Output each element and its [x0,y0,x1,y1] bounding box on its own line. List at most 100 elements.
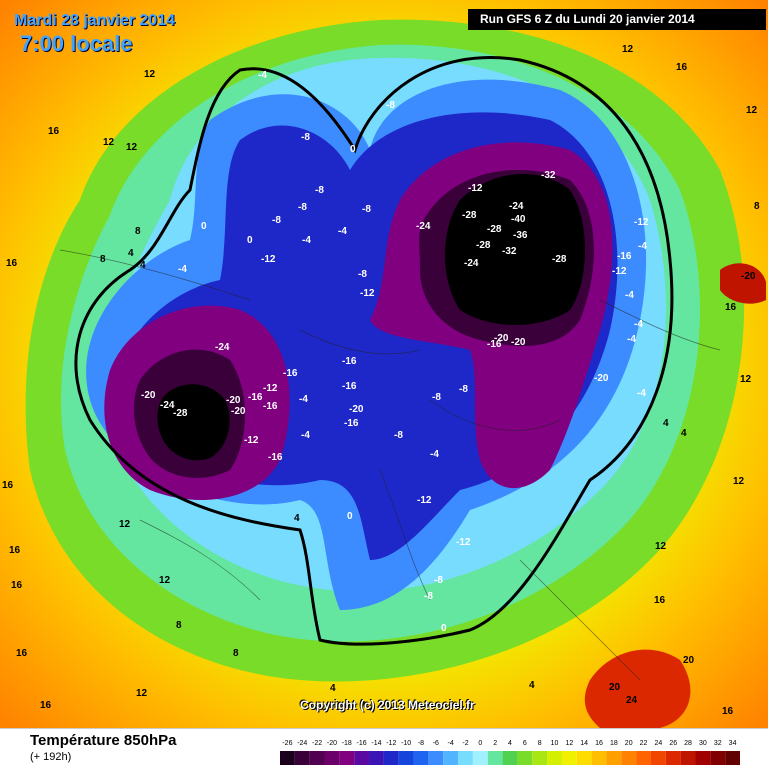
isotherm-label: 8 [135,226,141,237]
isotherm-label: -8 [424,591,433,602]
legend-label: 6 [523,740,527,747]
isotherm-label: 0 [350,144,356,155]
isotherm-label: -16 [617,251,632,262]
legend-swatch [710,751,726,765]
isotherm-label: 0 [247,235,253,246]
isotherm-label: 8 [233,648,239,659]
isotherm-label: -16 [248,392,263,403]
legend-swatch [680,751,696,765]
isotherm-label: -16 [263,401,278,412]
isotherm-label: 4 [128,248,134,259]
isotherm-label: 8 [100,254,106,265]
isotherm-label: -4 [258,70,267,81]
legend-swatch [547,751,562,765]
legend-swatch [369,751,384,765]
legend-swatch [695,751,711,765]
isotherm-label: -8 [272,215,281,226]
isotherm-label: 16 [722,706,734,717]
isotherm-label: 12 [655,541,667,552]
legend-swatch [472,751,488,765]
legend-label: -12 [386,740,396,747]
isotherm-label: 12 [119,519,131,530]
legend-swatch [650,751,666,765]
legend-swatch [725,751,740,765]
isotherm-label: -8 [358,269,367,280]
isotherm-label: 4 [330,683,336,694]
legend-label: 28 [684,740,692,747]
isotherm-label: -28 [487,224,502,235]
isotherm-label: -20 [594,373,609,384]
forecast-date: Mardi 28 janvier 2014 [14,12,175,29]
temperature-map: -32-40-36-32-28-28-28-24-24 -28-24-12-20-… [0,0,768,728]
legend-swatch [324,751,340,765]
isotherm-label: -8 [362,204,371,215]
legend-label: 4 [508,740,512,747]
isotherm-label: -16 [342,356,357,367]
isotherm-zero [74,56,674,646]
isotherm-label: -12 [360,288,375,299]
legend-swatch [576,751,592,765]
isotherm-label: -4 [637,388,646,399]
legend-swatch [665,751,681,765]
isotherm-label: -4 [638,241,647,252]
isotherm-label: -8 [301,132,310,143]
isotherm-label: 16 [6,258,18,269]
legend-swatch [339,751,355,765]
isotherm-label: -12 [456,537,471,548]
isotherm-label: -8 [298,202,307,213]
isotherm-label: 12 [126,142,138,153]
legend-label: -2 [462,740,468,747]
isotherm-label: -8 [315,185,324,196]
isotherm-label: -28 [173,408,188,419]
color-legend: -26 -24 -22 -20 -18 -16 -14 -12 -10 -8 -6 -4 -2 0 2 4 6 8… [280,740,740,765]
isotherm-label: 12 [103,137,115,148]
legend-label: 10 [551,740,559,747]
isotherm-label: -12 [612,266,627,277]
legend-label: -18 [342,740,352,747]
isotherm-label: -24 [215,342,230,353]
legend-label: -20 [327,740,337,747]
isotherm-label: -20 [141,390,156,401]
isotherm-label: -12 [468,183,483,194]
legend-label: 18 [610,740,618,747]
isotherm-label: 16 [676,62,688,73]
isotherm-label: 4 [681,428,687,439]
legend-label: 26 [669,740,677,747]
legend-label: -26 [282,740,292,747]
legend-swatch [398,751,414,765]
isotherm-label: 16 [16,648,28,659]
isotherm-label: -8 [394,430,403,441]
isotherm-label: 4 [529,680,535,691]
legend-swatch [621,751,637,765]
isotherm-label: 8 [176,620,182,631]
isotherm-label: -4 [430,449,439,460]
isotherm-label: 0 [347,511,353,522]
legend-swatch [502,751,518,765]
isotherm-label: 12 [622,44,634,55]
isotherm-label: -12 [261,254,276,265]
isotherm-label: -4 [178,264,187,275]
legend-swatch [294,751,310,765]
isotherm-label: -4 [625,290,634,301]
isotherm-label: -24 [464,258,479,269]
legend-label: 32 [714,740,722,747]
isotherm-label: 4 [294,513,300,524]
isotherm-label: 16 [654,595,666,606]
legend-swatch [383,751,399,765]
isotherm-label: 20 [683,655,695,666]
legend-swatch [487,751,503,765]
isotherm-label: -28 [552,254,567,265]
legend-swatch [443,751,459,765]
isotherm-label: -4 [301,430,310,441]
isotherm-label: 12 [733,476,745,487]
isotherm-label: 16 [48,126,60,137]
copyright-notice: Copyright (c) 2013 Meteociel.fr [300,698,475,712]
isotherm-label: -12 [634,217,649,228]
isotherm-label: 12 [740,374,752,385]
isotherm-label: -4 [627,334,636,345]
legend-label: 14 [580,740,588,747]
legend-swatch [591,751,607,765]
isotherm-label: -8 [432,392,441,403]
isotherm-label: 16 [9,545,21,556]
